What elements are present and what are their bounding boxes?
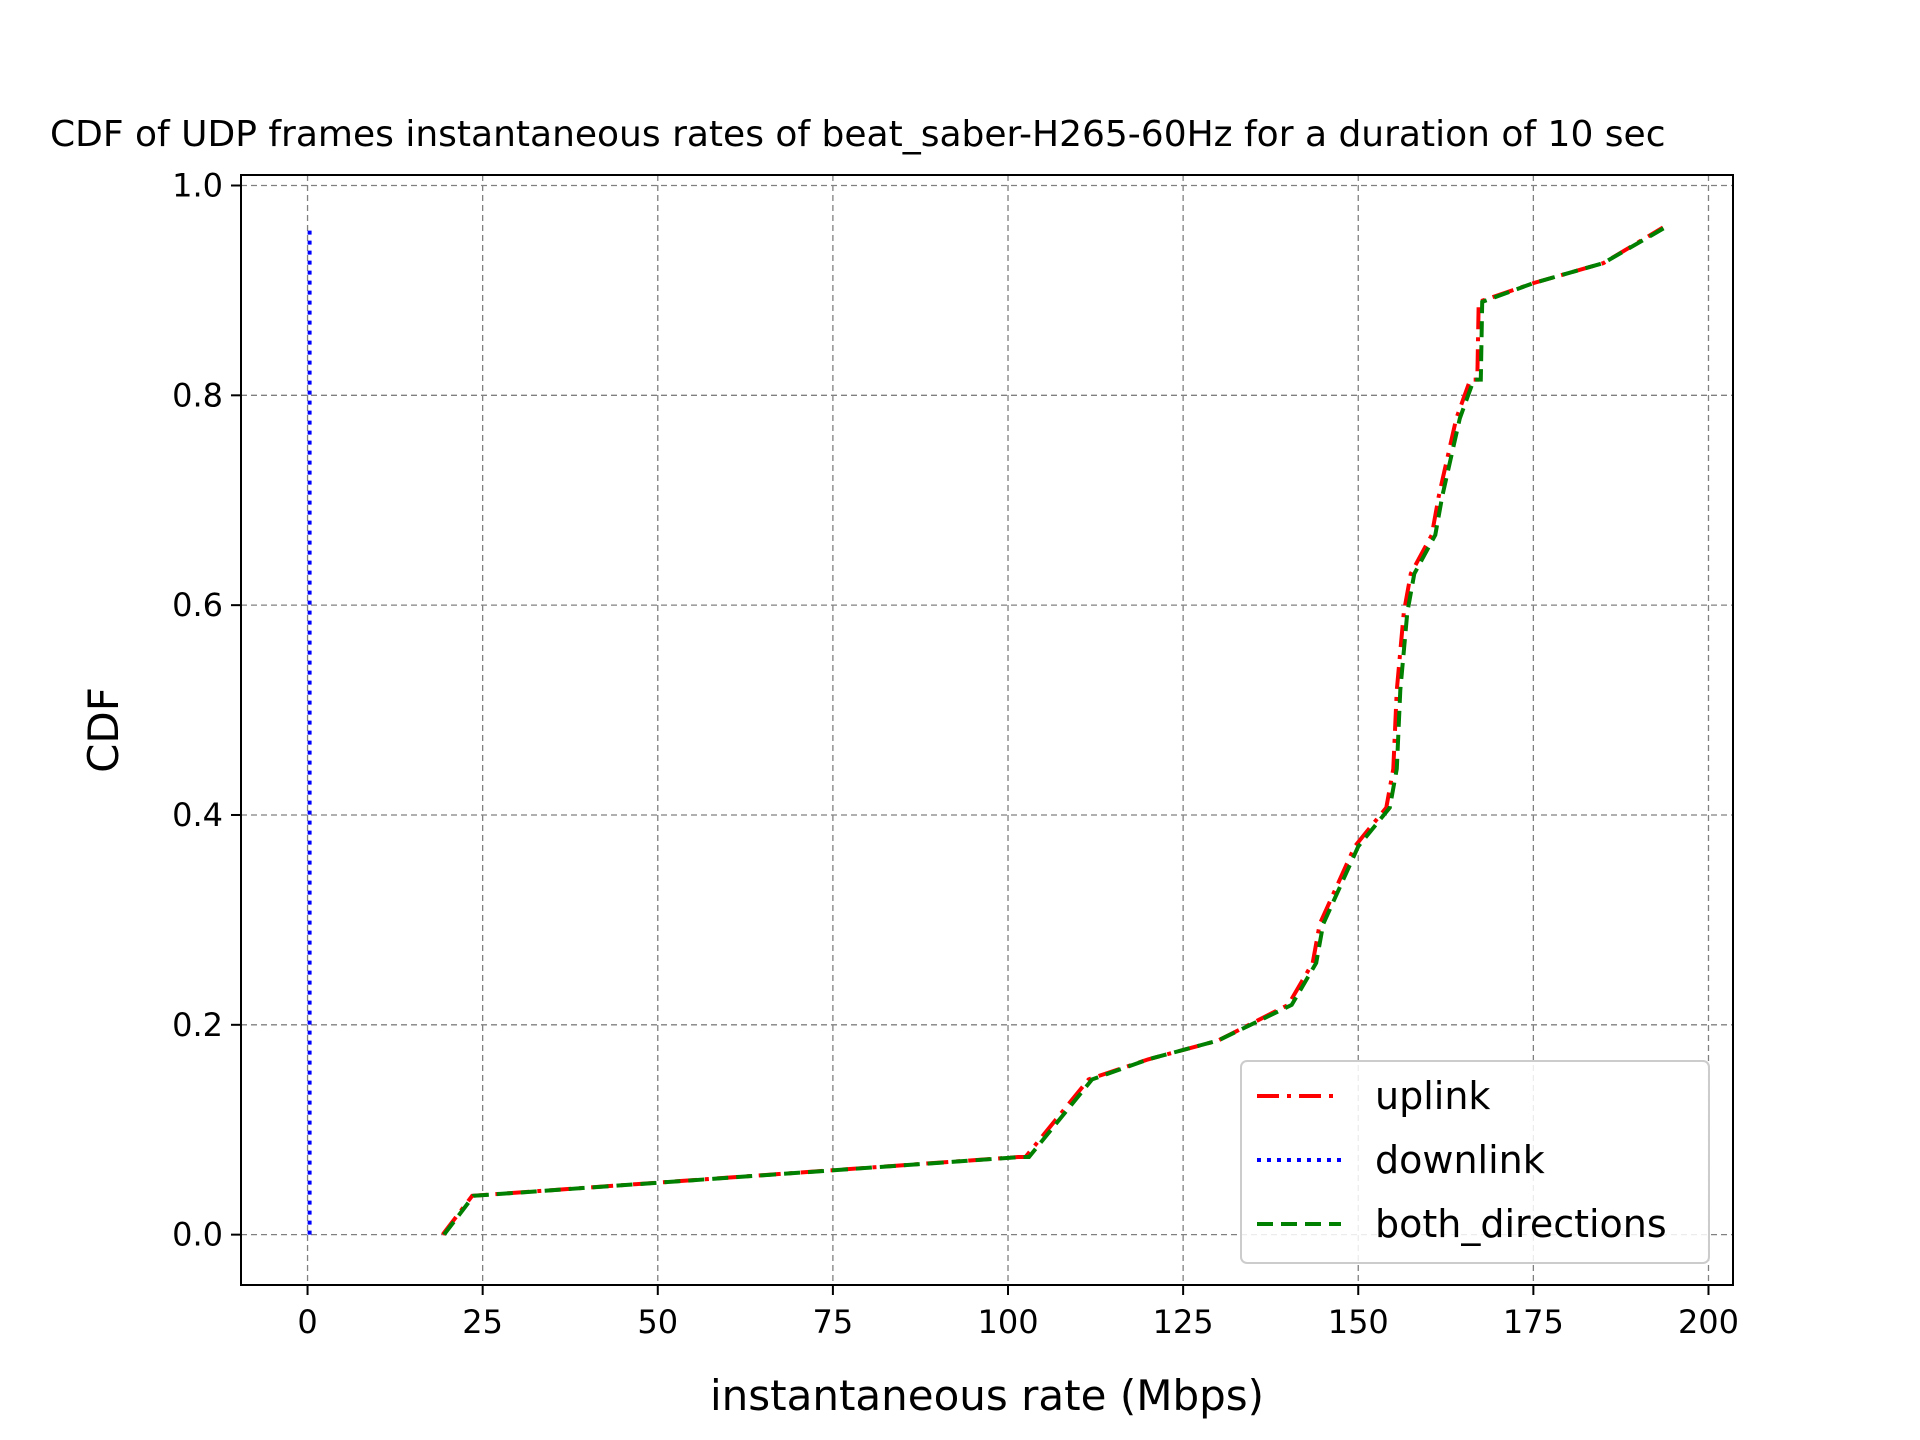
y-tick-label: 0.6	[172, 586, 223, 624]
y-tick-label: 1.0	[172, 166, 223, 204]
x-tick-label: 200	[1678, 1303, 1739, 1341]
x-tick-label: 175	[1503, 1303, 1564, 1341]
x-tick-label: 50	[637, 1303, 678, 1341]
plot-frame	[240, 174, 1734, 1286]
x-tick-label: 125	[1153, 1303, 1214, 1341]
legend-label: both_directions	[1375, 1202, 1667, 1246]
y-axis: 0.0 0.2 0.4 0.6 0.8 1.0	[172, 166, 241, 1254]
legend-box	[1240, 1060, 1710, 1264]
legend-label: downlink	[1375, 1138, 1545, 1182]
series-both-directions	[442, 225, 1667, 1236]
y-axis-title: CDF	[79, 687, 128, 773]
y-tick-label: 0.0	[172, 1216, 223, 1254]
series-group	[307, 225, 1667, 1236]
chart-title: CDF of UDP frames instantaneous rates of…	[50, 114, 1665, 155]
x-tick-label: 25	[462, 1303, 503, 1341]
x-tick-label: 0	[297, 1303, 317, 1341]
legend-label: uplink	[1375, 1074, 1490, 1118]
legend: uplink downlink both_directions	[1240, 1060, 1710, 1264]
x-tick-label: 150	[1328, 1303, 1389, 1341]
y-tick-label: 0.8	[172, 376, 223, 414]
x-axis: 0 25 50 75 100 125 150 175 200	[297, 1285, 1739, 1341]
x-tick-label: 100	[977, 1303, 1038, 1341]
y-tick-label: 0.4	[172, 796, 223, 834]
x-axis-title: instantaneous rate (Mbps)	[710, 1371, 1264, 1420]
x-tick-label: 75	[813, 1303, 854, 1341]
y-tick-label: 0.2	[172, 1006, 223, 1044]
